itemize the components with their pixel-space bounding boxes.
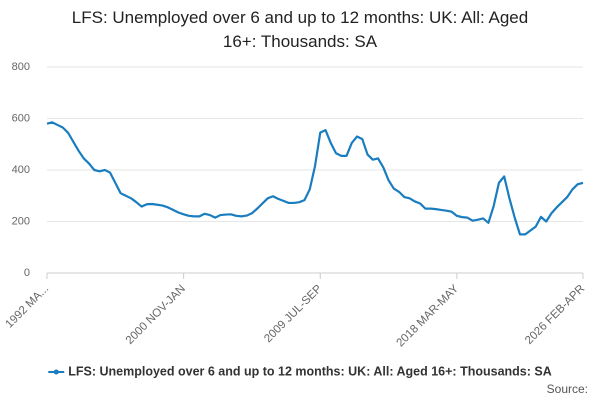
chart-title: LFS: Unemployed over 6 and up to 12 mont… (71, 8, 529, 51)
y-tick-label: 400 (12, 164, 30, 176)
x-tick-label: 2026 FEB-APR (523, 283, 587, 347)
legend-marker (53, 369, 59, 375)
series-line (46, 121, 584, 236)
y-tick-label: 0 (24, 267, 30, 279)
y-tick-label: 200 (12, 215, 30, 227)
x-tick-label: 2009 JUL-SEP (262, 283, 325, 346)
y-tick-label: 800 (12, 61, 30, 73)
y-tick-label: 600 (12, 112, 30, 124)
x-tick-label: 2018 MAR-MAY (395, 283, 462, 350)
legend-label: LFS: Unemployed over 6 and up to 12 mont… (68, 364, 552, 378)
source: Source: (547, 382, 588, 396)
x-tick-label: 1992 MA... (3, 283, 51, 331)
x-tick-label: 2000 NOV-JAN (124, 283, 188, 347)
